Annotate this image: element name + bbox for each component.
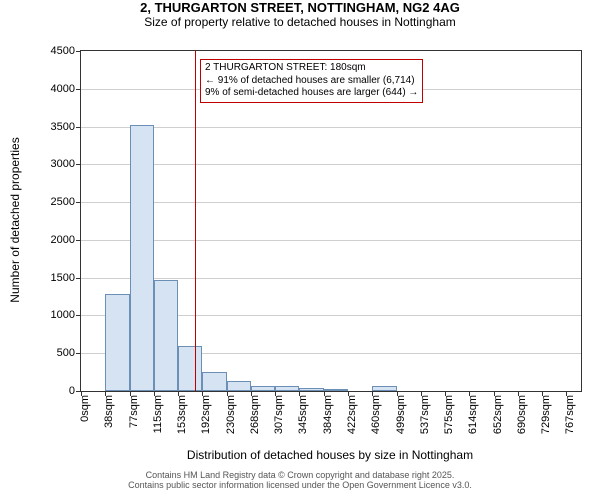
x-tick-label: 153sqm bbox=[176, 395, 188, 434]
grid-line bbox=[81, 164, 581, 165]
x-tick-label: 614sqm bbox=[467, 395, 479, 434]
grid-line bbox=[81, 202, 581, 203]
x-tick-label: 0sqm bbox=[79, 395, 91, 422]
x-tick-label: 767sqm bbox=[564, 395, 576, 434]
y-tick-label: 3000 bbox=[51, 158, 81, 170]
x-tick-label: 77sqm bbox=[128, 395, 140, 428]
chart-subtitle: Size of property relative to detached ho… bbox=[0, 15, 600, 29]
y-tick-label: 500 bbox=[57, 347, 81, 359]
histogram-bar bbox=[130, 125, 154, 391]
annotation-box: 2 THURGARTON STREET: 180sqm← 91% of deta… bbox=[200, 59, 423, 103]
histogram-bar bbox=[275, 386, 299, 391]
x-tick-label: 192sqm bbox=[200, 395, 212, 434]
y-axis-label: Number of detached properties bbox=[8, 137, 22, 302]
histogram-bar bbox=[227, 381, 251, 391]
x-tick-label: 115sqm bbox=[152, 395, 164, 433]
grid-line bbox=[81, 240, 581, 241]
x-tick-label: 729sqm bbox=[540, 395, 552, 434]
y-tick-label: 3500 bbox=[51, 121, 81, 133]
grid-line bbox=[81, 278, 581, 279]
x-tick-label: 384sqm bbox=[322, 395, 334, 434]
y-tick-label: 4000 bbox=[51, 83, 81, 95]
y-tick-label: 4500 bbox=[51, 45, 81, 57]
histogram-bar bbox=[105, 294, 129, 391]
plot-area: 0500100015002000250030003500400045000sqm… bbox=[80, 50, 582, 392]
histogram-bar bbox=[202, 372, 226, 391]
marker-line bbox=[195, 51, 196, 391]
footer-line-1: Contains HM Land Registry data © Crown c… bbox=[0, 470, 600, 480]
grid-line bbox=[81, 127, 581, 128]
y-tick-label: 2000 bbox=[51, 234, 81, 246]
x-tick-label: 460sqm bbox=[370, 395, 382, 434]
x-tick-label: 652sqm bbox=[492, 395, 504, 434]
x-tick-label: 345sqm bbox=[297, 395, 309, 434]
x-tick-label: 38sqm bbox=[103, 395, 115, 428]
x-axis-label: Distribution of detached houses by size … bbox=[80, 448, 580, 462]
histogram-bar bbox=[154, 280, 178, 391]
x-tick-label: 268sqm bbox=[249, 395, 261, 434]
footer-line-2: Contains public sector information licen… bbox=[0, 480, 600, 490]
annotation-line: ← 91% of detached houses are smaller (6,… bbox=[205, 75, 418, 88]
histogram-bar bbox=[324, 389, 348, 391]
y-tick-label: 1000 bbox=[51, 309, 81, 321]
annotation-line: 9% of semi-detached houses are larger (6… bbox=[205, 87, 418, 100]
x-tick-label: 499sqm bbox=[395, 395, 407, 434]
histogram-bar bbox=[251, 386, 275, 391]
x-tick-label: 575sqm bbox=[443, 395, 455, 434]
chart-title: 2, THURGARTON STREET, NOTTINGHAM, NG2 4A… bbox=[0, 0, 600, 15]
x-tick-label: 422sqm bbox=[346, 395, 358, 434]
x-tick-label: 537sqm bbox=[419, 395, 431, 434]
x-tick-label: 307sqm bbox=[273, 395, 285, 434]
y-tick-label: 2500 bbox=[51, 196, 81, 208]
footer: Contains HM Land Registry data © Crown c… bbox=[0, 470, 600, 490]
x-tick-label: 230sqm bbox=[225, 395, 237, 434]
histogram-bar bbox=[372, 386, 396, 391]
x-tick-label: 690sqm bbox=[516, 395, 528, 434]
histogram-bar bbox=[178, 346, 202, 391]
histogram-bar bbox=[299, 388, 323, 391]
annotation-line: 2 THURGARTON STREET: 180sqm bbox=[205, 62, 418, 75]
y-tick-label: 1500 bbox=[51, 272, 81, 284]
